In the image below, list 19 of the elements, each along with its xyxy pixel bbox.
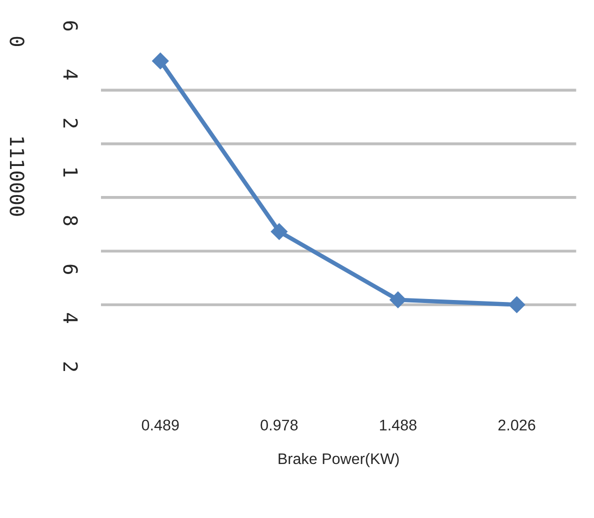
text: 8 bbox=[63, 216, 78, 226]
point bbox=[508, 296, 526, 314]
point bbox=[390, 291, 406, 308]
point bbox=[270, 223, 288, 240]
text: 1 bbox=[63, 168, 78, 177]
x-tick-label: 1.488 bbox=[380, 420, 416, 430]
x-axis-title: Brake Power(KW) bbox=[278, 452, 399, 468]
text: 0 bbox=[10, 36, 24, 46]
text: 1110000 bbox=[10, 137, 24, 216]
x-tick-label: 0.489 bbox=[142, 420, 179, 430]
text: 4 bbox=[63, 313, 78, 323]
text: 4 bbox=[63, 70, 78, 80]
text: 6 bbox=[63, 264, 78, 274]
text: 2 bbox=[63, 118, 78, 128]
text: 6 bbox=[63, 21, 78, 30]
point bbox=[152, 52, 169, 70]
x-tick-label: 0.978 bbox=[260, 420, 298, 430]
x-tick-label: 2.026 bbox=[498, 420, 536, 430]
text: 2 bbox=[63, 362, 78, 371]
